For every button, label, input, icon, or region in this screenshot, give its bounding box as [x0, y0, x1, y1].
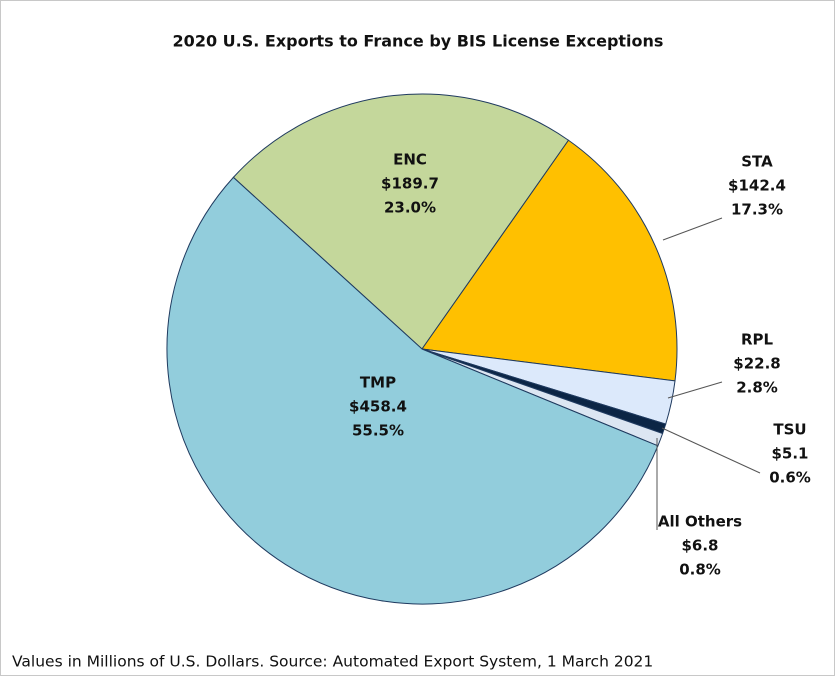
slice — [421, 139, 678, 382]
leaders — [656, 217, 761, 530]
slice — [166, 176, 659, 605]
slices — [166, 93, 678, 605]
slice-label: All Others — [658, 513, 742, 531]
leader-line — [661, 427, 761, 474]
chart-title: 2020 U.S. Exports to France by BIS Licen… — [173, 32, 664, 51]
slice-label: 17.3% — [731, 201, 783, 219]
leader-line — [662, 217, 723, 241]
slice — [232, 93, 570, 350]
slice-label: 0.6% — [769, 469, 811, 487]
slice-label: 0.8% — [679, 561, 721, 579]
slice-label: $458.4 — [349, 398, 407, 416]
footnote: Values in Millions of U.S. Dollars. Sour… — [12, 653, 653, 671]
slice-label: $142.4 — [728, 177, 786, 195]
slice-label: TSU — [773, 421, 806, 439]
leader-line — [667, 381, 723, 399]
slice-label: 23.0% — [384, 199, 436, 217]
slice-label: $22.8 — [733, 355, 780, 373]
slice-label: STA — [741, 153, 773, 171]
slice-label: 2.8% — [736, 379, 778, 397]
slice-label: $189.7 — [381, 175, 439, 193]
slice-label: 55.5% — [352, 422, 404, 440]
slice-label: $6.8 — [681, 537, 718, 555]
slice-label: ENC — [393, 151, 427, 169]
slice-label: $5.1 — [771, 445, 808, 463]
slice-label: RPL — [741, 331, 774, 349]
slice-label: TMP — [360, 374, 396, 392]
